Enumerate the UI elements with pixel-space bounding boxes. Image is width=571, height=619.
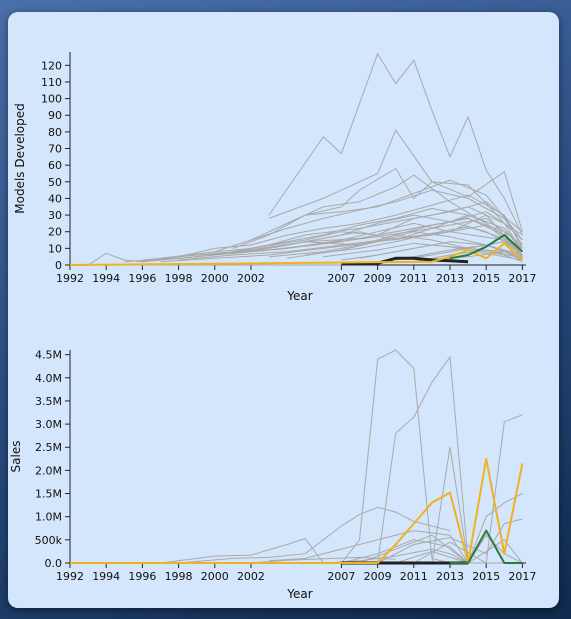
background-series-line (160, 537, 324, 564)
y-tick-label: 1.5M (35, 488, 62, 501)
y-axis-title: Models Developed (13, 103, 27, 214)
y-tick-label: 3.0M (35, 418, 62, 431)
x-tick-label: 2011 (400, 570, 428, 583)
x-tick-label: 2002 (237, 272, 265, 285)
x-tick-label: 1992 (56, 570, 84, 583)
y-tick-label: 120 (41, 59, 62, 72)
background-series-line (268, 167, 523, 241)
y-tick-label: 2.5M (35, 441, 62, 454)
y-tick-label: 20 (48, 226, 62, 239)
highlight-series-line (450, 529, 523, 564)
background-series-line (450, 414, 523, 564)
x-tick-label: 1992 (56, 272, 84, 285)
y-tick-label: 60 (48, 159, 62, 172)
background-series-line (323, 548, 469, 564)
x-tick-label: 2007 (327, 570, 355, 583)
x-tick-label: 2000 (201, 570, 229, 583)
x-tick-label: 2000 (201, 272, 229, 285)
y-tick-label: 110 (41, 76, 62, 89)
x-tick-label: 2013 (436, 570, 464, 583)
chart-panel: 0 10 20 30 40 50 60 70 80 90 100 110 120 1992 1994 1996… (8, 12, 559, 608)
y-tick-label: 4.5M (35, 349, 62, 362)
background-series-line (431, 251, 523, 261)
background-series-line (268, 530, 469, 564)
x-tick-label: 1994 (92, 570, 120, 583)
background-series-line (232, 179, 523, 249)
y-tick-label: 10 (48, 242, 62, 255)
y-tick-label: 2.0M (35, 464, 62, 477)
background-series-line (160, 224, 523, 263)
y-tick-label: 30 (48, 209, 62, 222)
background-series-line (359, 241, 523, 259)
x-tick-label: 2013 (436, 272, 464, 285)
x-tick-label: 2007 (327, 272, 355, 285)
x-tick-label: 2015 (472, 272, 500, 285)
y-tick-label: 80 (48, 126, 62, 139)
highlight-series-line (341, 256, 469, 265)
background-series-line (250, 556, 396, 564)
background-series-line (268, 52, 523, 236)
background-series-line (178, 194, 523, 258)
background-series-line (431, 447, 469, 564)
background-series-line (70, 349, 469, 564)
background-series-line (413, 249, 523, 263)
y-tick-label: 100 (41, 93, 62, 106)
sales-chart: 0.0 500k 1.0M 1.5M 2.0M 2.5M 3.0M 3.5M 4.0M 4.5M 1… (9, 349, 536, 601)
background-series-line (395, 534, 523, 564)
y-axis-title: Sales (9, 441, 23, 473)
x-tick-label: 1998 (165, 570, 193, 583)
background-series-line (214, 189, 523, 253)
x-tick-label: 2017 (508, 272, 536, 285)
highlight-series-line (69, 242, 524, 266)
y-tick-label: 90 (48, 109, 62, 122)
y-tick-label: 70 (48, 143, 62, 156)
background-series-line (341, 539, 469, 564)
y-tick-label: 0 (55, 259, 62, 272)
highlight-series-line (70, 457, 524, 564)
y-tick-label: 4.0M (35, 372, 62, 385)
background-series-line (250, 217, 523, 259)
y-tick-label: 0.0 (45, 557, 63, 570)
background-series-line (268, 129, 523, 232)
background-series-line (178, 506, 451, 564)
y-tick-label: 1.0M (35, 511, 62, 524)
y-tick-label: 3.5M (35, 395, 62, 408)
x-tick-label: 2002 (237, 570, 265, 583)
x-tick-label: 1998 (165, 272, 193, 285)
background-series-line (214, 207, 523, 256)
background-series-line (305, 226, 523, 256)
x-tick-label: 1996 (128, 272, 156, 285)
highlight-series-line (449, 234, 524, 260)
x-axis-title: Year (286, 587, 312, 601)
background-series-line (377, 518, 523, 564)
x-tick-label: 1996 (128, 570, 156, 583)
background-series-line (178, 231, 523, 261)
x-tick-label: 2009 (364, 272, 392, 285)
models-developed-chart: 0 10 20 30 40 50 60 70 80 90 100 110 120 1992 1994 1996… (13, 52, 536, 303)
x-tick-label: 2011 (400, 272, 428, 285)
y-tick-label: 40 (48, 192, 62, 205)
y-tick-label: 500k (35, 534, 63, 547)
x-tick-label: 2015 (472, 570, 500, 583)
x-tick-label: 1994 (92, 272, 120, 285)
charts-svg: 0 10 20 30 40 50 60 70 80 90 100 110 120 1992 1994 1996… (9, 52, 536, 601)
x-tick-label: 2017 (508, 570, 536, 583)
y-tick-label: 50 (48, 176, 62, 189)
x-axis-title: Year (286, 289, 312, 303)
x-tick-label: 2009 (364, 570, 392, 583)
